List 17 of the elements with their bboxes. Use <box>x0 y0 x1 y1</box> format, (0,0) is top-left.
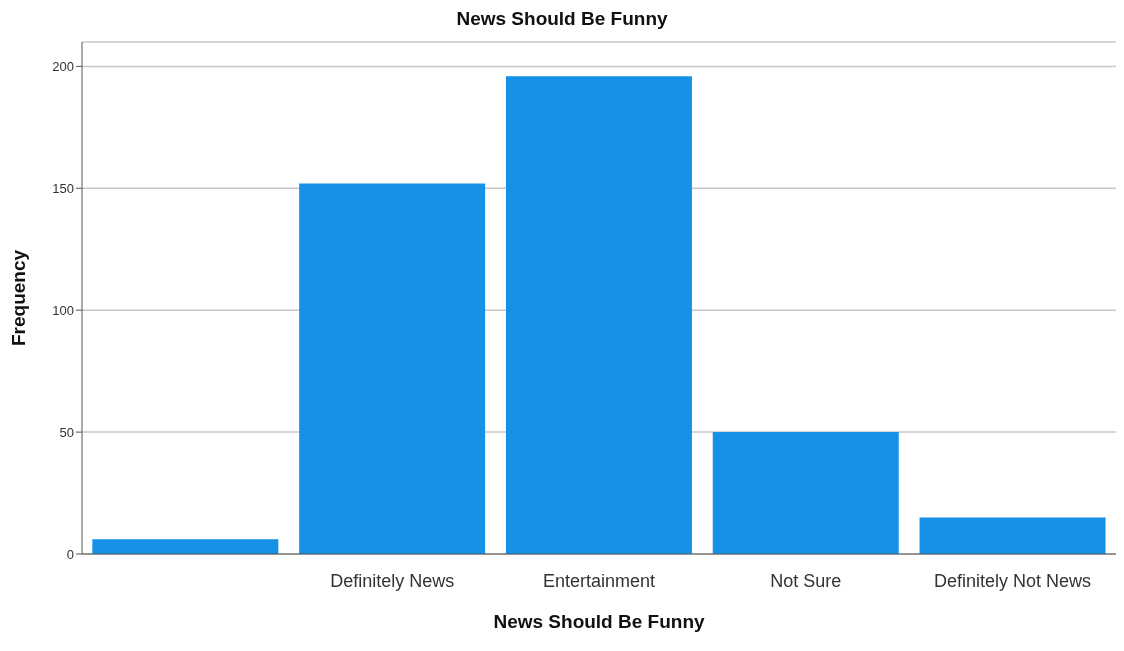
y-tick-label: 0 <box>66 546 74 562</box>
y-tick-label: 200 <box>52 59 74 74</box>
x-tick-label: Not Sure <box>770 570 842 591</box>
y-tick-label: 100 <box>52 302 74 318</box>
y-tick-label: 150 <box>52 180 74 196</box>
bar <box>299 183 486 554</box>
y-axis-title: Frequency <box>7 249 29 347</box>
bar <box>92 539 279 554</box>
y-tick-label: 50 <box>59 424 74 440</box>
x-axis-title: News Should Be Funny <box>493 611 705 632</box>
bar <box>919 517 1106 554</box>
bar <box>712 432 899 554</box>
x-tick-label: Definitely News <box>330 570 455 591</box>
bar <box>505 76 692 554</box>
chart-title: News Should Be Funny <box>455 8 669 31</box>
x-tick-label: Entertainment <box>542 570 656 591</box>
x-tick-label: Definitely Not News <box>934 570 1092 591</box>
